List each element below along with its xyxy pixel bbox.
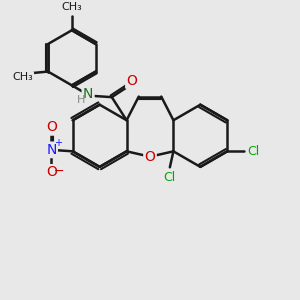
Text: CH₃: CH₃: [61, 2, 82, 13]
Text: +: +: [54, 138, 62, 148]
Text: Cl: Cl: [163, 171, 176, 184]
Text: O: O: [127, 74, 137, 88]
Text: CH₃: CH₃: [13, 72, 34, 82]
Text: O: O: [145, 150, 155, 164]
Text: H: H: [77, 95, 86, 105]
Text: −: −: [54, 165, 64, 178]
Text: N: N: [83, 87, 93, 101]
Text: N: N: [46, 143, 57, 157]
Text: O: O: [46, 120, 57, 134]
Text: Cl: Cl: [247, 145, 260, 158]
Text: O: O: [46, 165, 57, 179]
